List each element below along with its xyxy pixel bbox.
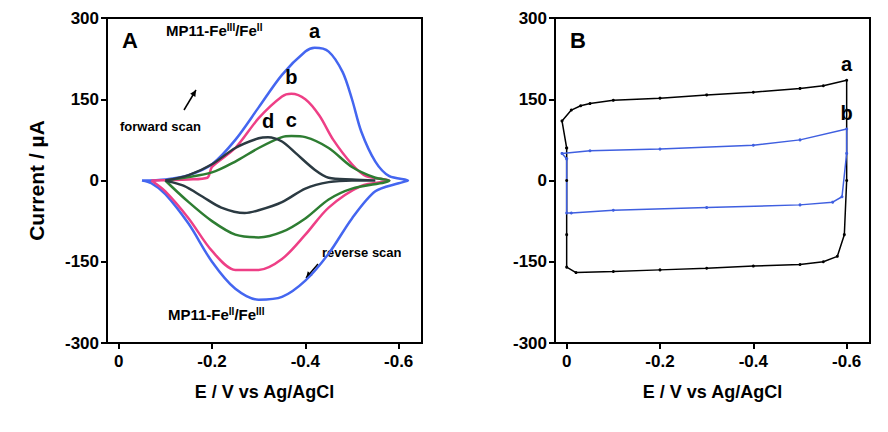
svg-text:II: II (257, 22, 263, 33)
svg-text:d: d (262, 110, 274, 132)
svg-text:300: 300 (71, 9, 99, 28)
svg-text:-150: -150 (65, 252, 99, 271)
svg-text:b: b (841, 102, 853, 124)
svg-text:b: b (285, 66, 297, 88)
svg-text:-0.2: -0.2 (197, 352, 226, 371)
svg-text:MP11-Fe: MP11-Fe (166, 22, 227, 39)
svg-text:0: 0 (90, 171, 99, 190)
svg-text:-0.4: -0.4 (291, 352, 321, 371)
svg-text:150: 150 (71, 90, 99, 109)
svg-text:-0.6: -0.6 (384, 352, 413, 371)
svg-text:II: II (228, 305, 235, 317)
svg-text:150: 150 (519, 90, 547, 109)
svg-text:-300: -300 (513, 334, 547, 353)
svg-text:forward scan: forward scan (120, 119, 201, 134)
svg-text:/Fe: /Fe (234, 306, 256, 323)
svg-text:-0.4: -0.4 (739, 352, 769, 371)
svg-text:-0.2: -0.2 (645, 352, 674, 371)
svg-text:a: a (841, 53, 853, 75)
svg-text:-150: -150 (513, 252, 547, 271)
svg-text:a: a (309, 20, 321, 42)
svg-text:0: 0 (562, 352, 571, 371)
svg-text:E / V vs Ag/AgCl: E / V vs Ag/AgCl (195, 382, 334, 402)
svg-text:-300: -300 (65, 334, 99, 353)
svg-text:B: B (570, 28, 586, 53)
svg-text:MP11-Fe: MP11-Fe (168, 306, 229, 323)
svg-text:A: A (122, 28, 138, 53)
svg-text:Current / µA: Current / µA (25, 120, 48, 241)
svg-text:c: c (286, 109, 297, 131)
svg-text:300: 300 (519, 9, 547, 28)
svg-text:/Fe: /Fe (235, 22, 257, 39)
svg-text:III: III (256, 306, 265, 317)
svg-text:E / V vs Ag/AgCl: E / V vs Ag/AgCl (643, 382, 782, 402)
svg-text:reverse scan: reverse scan (322, 245, 402, 260)
svg-text:III: III (227, 22, 236, 33)
svg-text:0: 0 (114, 352, 123, 371)
svg-text:0: 0 (538, 171, 547, 190)
svg-text:-0.6: -0.6 (832, 352, 861, 371)
